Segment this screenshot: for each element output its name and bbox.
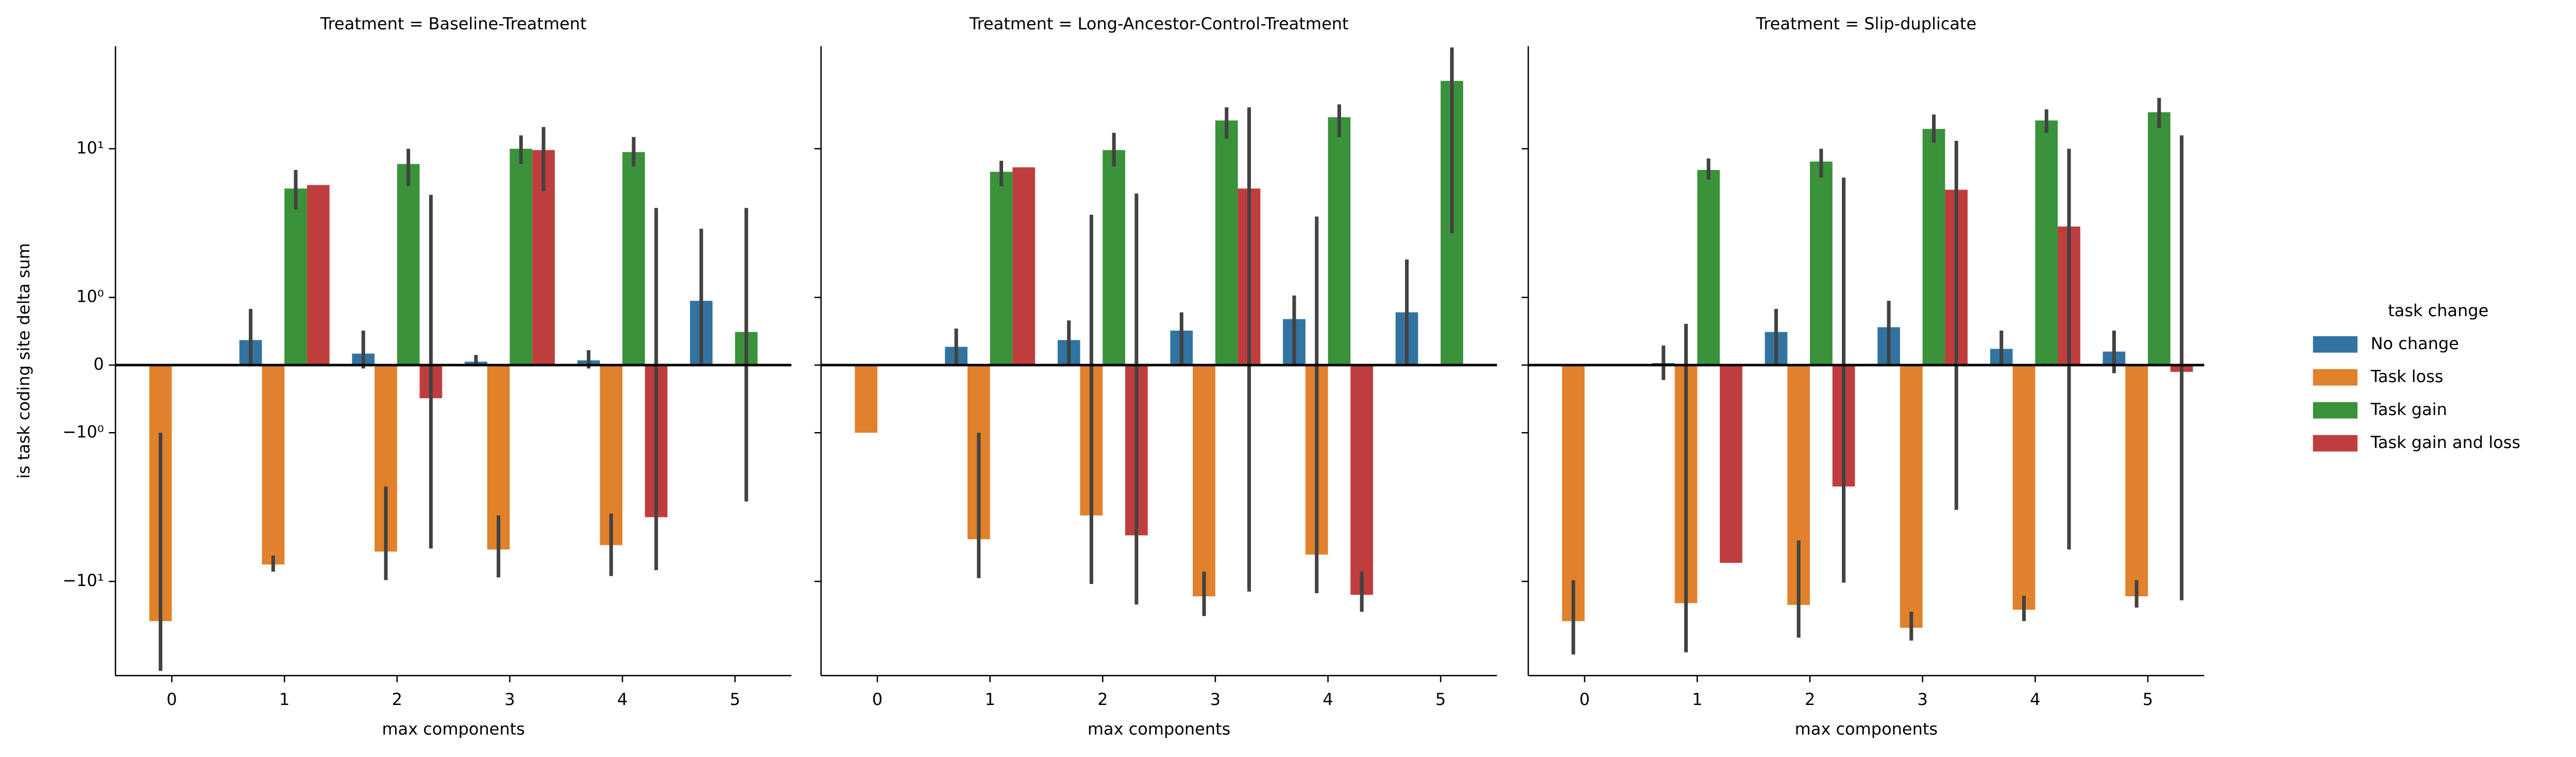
x-tick-label: 5 [730, 690, 740, 709]
y-axis-label: is task coding site delta sum [14, 243, 33, 478]
bar [1012, 167, 1036, 365]
bar [1810, 161, 1833, 365]
x-tick-label: 1 [985, 690, 995, 709]
x-tick-label: 3 [1210, 690, 1221, 709]
bar [855, 365, 877, 433]
bar [1328, 117, 1351, 365]
bar [1103, 150, 1126, 365]
legend-label: Task gain and loss [2370, 433, 2520, 452]
bar [2125, 365, 2148, 597]
bar [1562, 365, 1585, 622]
x-tick-label: 0 [872, 690, 883, 709]
x-axis-label: max components [1088, 719, 1230, 739]
y-tick-label: −10¹ [62, 571, 104, 590]
bar [284, 188, 307, 365]
x-tick-label: 1 [1692, 690, 1702, 709]
x-tick-label: 3 [504, 690, 515, 709]
bar [510, 148, 533, 365]
bar [397, 164, 420, 365]
bar [1215, 120, 1238, 365]
y-tick-label: −10⁰ [62, 422, 104, 441]
legend-swatch [2313, 369, 2358, 386]
legend-swatch [2313, 336, 2358, 353]
x-tick-label: 5 [2143, 690, 2153, 709]
legend-label: Task gain [2370, 400, 2447, 419]
bar [990, 171, 1013, 365]
x-tick-label: 5 [1435, 690, 1446, 709]
x-tick-label: 4 [617, 690, 628, 709]
bar [1350, 365, 1374, 595]
bar [2035, 120, 2058, 365]
legend-swatch [2313, 435, 2358, 452]
legend-label: Task loss [2370, 367, 2443, 386]
bar [2012, 365, 2036, 610]
legend-label: No change [2370, 334, 2459, 353]
panel-title: Treatment = Long-Ancestor-Control-Treatm… [969, 14, 1349, 33]
x-tick-label: 3 [1917, 690, 1927, 709]
bar [1720, 365, 1742, 563]
bar [262, 365, 285, 565]
x-tick-label: 2 [392, 690, 402, 709]
bar [2147, 112, 2171, 365]
x-axis-label: max components [382, 719, 524, 739]
panel-title: Treatment = Slip-duplicate [1755, 14, 1976, 33]
bar [307, 185, 330, 365]
x-tick-label: 2 [1805, 690, 1815, 709]
y-tick-label: 10⁰ [76, 287, 104, 306]
x-axis-label: max components [1795, 719, 1938, 739]
legend-title: task change [2388, 301, 2488, 320]
x-tick-label: 4 [2030, 690, 2040, 709]
panel-title: Treatment = Baseline-Treatment [320, 14, 587, 33]
bar [1697, 170, 1720, 365]
x-tick-label: 1 [279, 690, 290, 709]
bar [622, 152, 645, 365]
x-tick-label: 4 [1323, 690, 1333, 709]
legend-swatch [2313, 402, 2358, 419]
y-tick-label: 10¹ [76, 138, 104, 158]
bar [1900, 365, 1923, 628]
x-tick-label: 0 [1580, 690, 1590, 709]
y-tick-label: 0 [93, 354, 104, 374]
x-tick-label: 2 [1097, 690, 1108, 709]
bar [1922, 129, 1945, 365]
bar [1193, 365, 1215, 597]
x-tick-label: 0 [166, 690, 177, 709]
